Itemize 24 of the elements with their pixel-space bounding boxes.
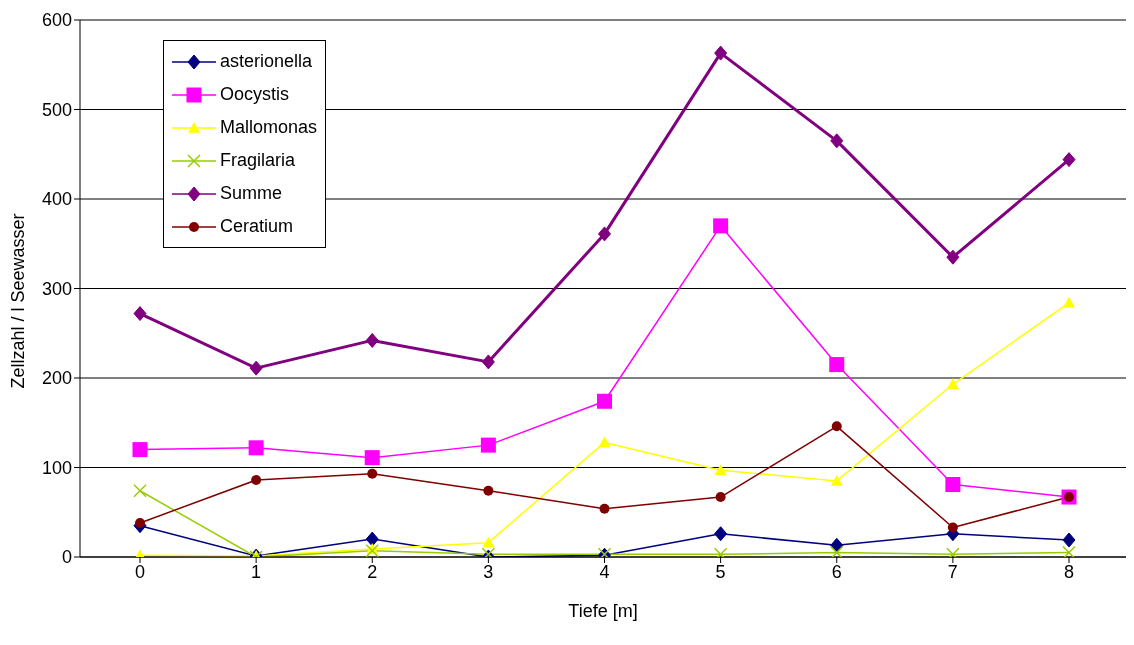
x-tick-label: 7 bbox=[947, 561, 958, 582]
x-tick-label: 0 bbox=[134, 561, 146, 582]
y-tick-label: 300 bbox=[41, 278, 72, 299]
x-tick-label: 1 bbox=[251, 561, 262, 582]
x-tick-label: 3 bbox=[483, 561, 494, 582]
legend-label: Oocystis bbox=[220, 84, 290, 105]
legend-label: asterionella bbox=[220, 51, 313, 72]
x-axis-title: Tiefe [m] bbox=[568, 601, 638, 621]
y-tick-label: 200 bbox=[41, 368, 72, 389]
y-tick-label: 400 bbox=[41, 189, 72, 210]
y-tick-label: 500 bbox=[41, 99, 72, 120]
legend-label: Fragilaria bbox=[220, 150, 296, 171]
y-tick-label: 0 bbox=[61, 547, 72, 568]
legend-label: Ceratium bbox=[220, 216, 294, 237]
legend-label: Mallomonas bbox=[220, 117, 318, 138]
x-tick-label: 5 bbox=[715, 561, 726, 582]
x-tick-label: 8 bbox=[1063, 561, 1075, 582]
x-tick-label: 6 bbox=[831, 561, 842, 582]
x-tick-label: 2 bbox=[367, 561, 378, 582]
y-axis-title: Zellzahl / l Seewasser bbox=[8, 213, 29, 389]
y-tick-label: 600 bbox=[41, 10, 72, 31]
x-tick-label: 4 bbox=[599, 561, 610, 582]
y-tick-label: 100 bbox=[41, 457, 72, 478]
legend-label: Summe bbox=[220, 183, 283, 204]
